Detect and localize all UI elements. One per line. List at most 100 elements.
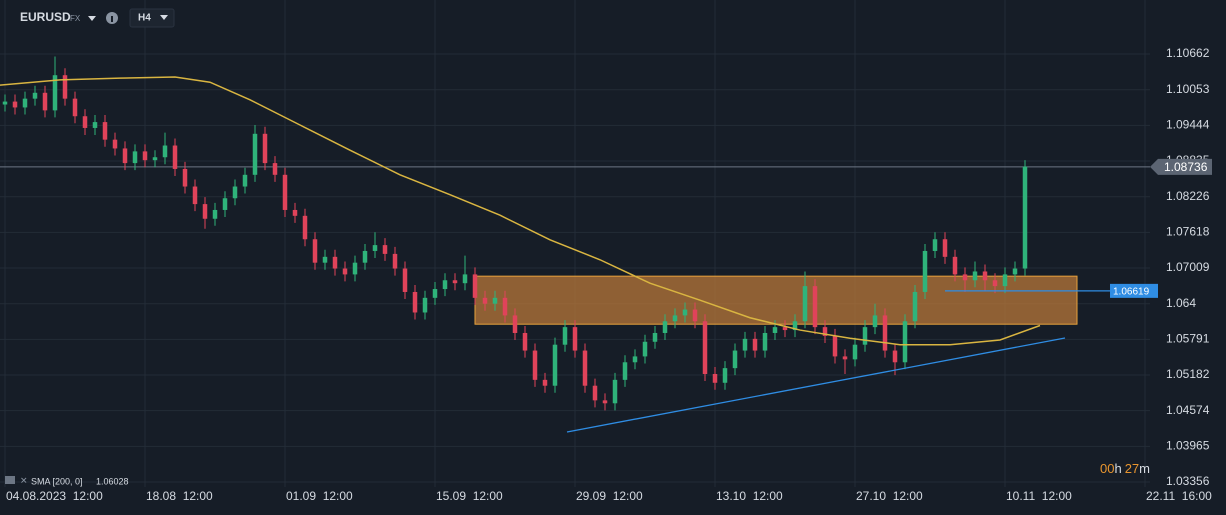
candle-body xyxy=(132,151,138,164)
candle-body xyxy=(962,274,968,281)
timeframe-box[interactable] xyxy=(129,8,175,28)
axis: 1.106621.100531.094441.088351.082261.076… xyxy=(6,46,1212,503)
countdown-minutes: 27 xyxy=(1125,461,1139,476)
candle-body xyxy=(682,309,688,316)
x-tick-label: 27.10 12:00 xyxy=(856,489,923,503)
candle-body xyxy=(782,327,788,331)
countdown-hours: 00 xyxy=(1100,461,1114,476)
y-tick-label: 1.03965 xyxy=(1166,439,1210,453)
candle-body xyxy=(822,327,828,336)
countdown-m: m xyxy=(1139,461,1150,476)
y-tick-label: 1.07009 xyxy=(1166,260,1210,274)
plot xyxy=(0,56,1150,433)
y-tick-label: 1.064 xyxy=(1166,296,1196,310)
candle-body xyxy=(472,274,478,298)
sma-line xyxy=(0,76,1041,346)
indicator-close[interactable]: ✕ xyxy=(20,475,28,485)
candle-body xyxy=(702,321,708,374)
candle-body xyxy=(32,92,38,99)
candle-body xyxy=(302,215,308,240)
candle-body xyxy=(572,327,578,351)
candle-body xyxy=(432,289,438,298)
candle-body xyxy=(522,332,528,351)
candle-body xyxy=(972,271,978,281)
candle-body xyxy=(712,373,718,383)
candle-body xyxy=(442,280,448,290)
x-tick-label: 15.09 12:00 xyxy=(436,489,503,503)
y-tick-label: 1.04574 xyxy=(1166,403,1210,417)
candle-body xyxy=(852,344,858,360)
level-label: 1.06619 xyxy=(1113,287,1150,298)
candle-body xyxy=(492,297,498,304)
candle-body xyxy=(312,239,318,263)
countdown-h: h xyxy=(1114,461,1121,476)
candle-body xyxy=(202,204,208,219)
candle-body xyxy=(792,321,798,331)
x-tick-label: 29.09 12:00 xyxy=(576,489,643,503)
candle-body xyxy=(652,332,658,342)
info-icon-glyph xyxy=(111,16,113,22)
candle-body xyxy=(182,168,188,187)
candle-body xyxy=(272,163,278,175)
candle-body xyxy=(812,286,818,328)
candle-body xyxy=(882,315,888,351)
current-price-box xyxy=(1150,158,1212,175)
candle-body xyxy=(12,101,18,108)
candle-body xyxy=(232,186,238,199)
candle-body xyxy=(382,245,388,254)
y-tick-label: 1.05182 xyxy=(1166,367,1210,381)
level-label-box xyxy=(1110,283,1158,298)
y-tick-label: 1.09444 xyxy=(1166,118,1210,132)
timeframe-dropdown[interactable] xyxy=(160,15,168,20)
timeframe[interactable]: H4 xyxy=(138,13,151,24)
candle-body xyxy=(222,198,228,210)
candle-body xyxy=(352,262,358,275)
candle-body xyxy=(892,350,898,363)
candle-body xyxy=(82,116,88,128)
candle-body xyxy=(1022,166,1028,269)
candle-body xyxy=(172,145,178,169)
candle-body xyxy=(122,148,128,164)
candle-body xyxy=(722,368,728,383)
candle-body xyxy=(772,327,778,333)
x-tick-label: 22.11 16:00 xyxy=(1146,489,1212,503)
candle-body xyxy=(22,98,28,108)
symbol-dropdown[interactable] xyxy=(88,16,96,21)
candle-body xyxy=(632,356,638,363)
candle-body xyxy=(732,350,738,369)
candle-body xyxy=(692,309,698,322)
grid xyxy=(0,0,1150,487)
candle-body xyxy=(992,280,998,287)
y-tick-label: 1.10662 xyxy=(1166,46,1210,60)
candle-body xyxy=(462,274,468,284)
candle-body xyxy=(902,321,908,363)
y-tick-label: 1.05791 xyxy=(1166,332,1210,346)
candle-body xyxy=(482,297,488,304)
candle-body xyxy=(612,379,618,404)
candle-body xyxy=(592,385,598,401)
candle-body xyxy=(532,350,538,380)
candle-body xyxy=(802,286,808,322)
candle-body xyxy=(412,291,418,313)
candle-body xyxy=(42,92,48,111)
candle-body xyxy=(262,133,268,164)
candle-body xyxy=(332,256,338,269)
candle-body xyxy=(342,268,348,275)
candle-body xyxy=(212,209,218,219)
indicator-name: SMA [200, 0] xyxy=(31,476,83,486)
x-tick-label: 04.08.2023 12:00 xyxy=(6,489,103,503)
candle-body xyxy=(282,174,288,210)
candle-body xyxy=(62,75,68,99)
y-tick-label: 1.07618 xyxy=(1166,225,1210,239)
x-tick-label: 10.11 12:00 xyxy=(1006,489,1072,503)
indicator-icon[interactable] xyxy=(5,476,15,484)
candle-body xyxy=(582,350,588,386)
candle-body xyxy=(922,250,928,292)
candle-body xyxy=(942,239,948,257)
candle-body xyxy=(112,139,118,149)
market: FX xyxy=(70,14,81,23)
symbol[interactable]: EURUSD xyxy=(20,10,71,24)
candle-body xyxy=(2,101,8,105)
